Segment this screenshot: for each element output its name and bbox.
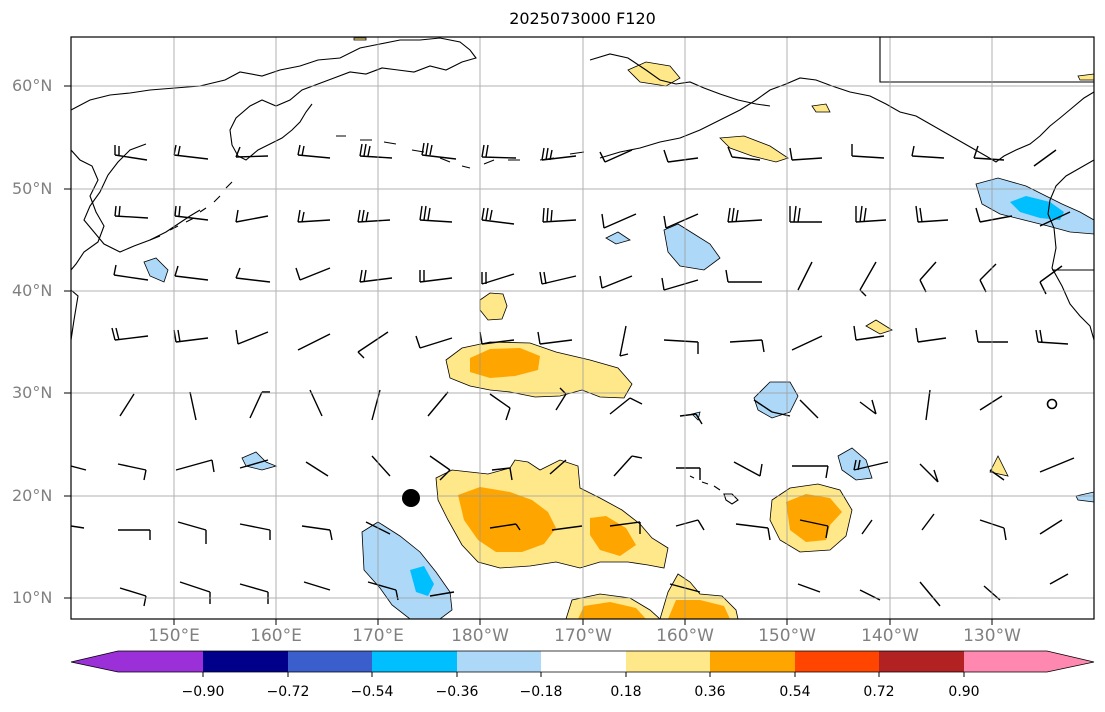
colorbar-tick-label: −0.18 [519,684,563,700]
lon-label-150w: 150°W [758,626,816,646]
negative-anomaly-region [605,231,631,245]
positive-anomaly-core [458,487,556,552]
positive-anomaly-core [590,516,636,556]
colorbar-segment [879,651,964,672]
colorbar [70,650,1095,677]
colorbar-segment [626,651,710,672]
positive-anomaly-small [353,37,367,41]
colorbar-tick-label: −0.90 [181,684,225,700]
wind-barbs [71,142,1075,607]
contour-fills [143,37,1094,619]
lat-label-40n: 40°N [12,281,53,300]
positive-anomaly-core [668,600,730,619]
negative-anomaly-region [361,521,453,619]
lon-label-130w: 130°W [963,626,1021,646]
colorbar-segment [964,651,1047,672]
positive-anomaly-small [479,292,508,321]
positive-anomaly-small [811,103,831,113]
graticule [71,37,1094,619]
colorbar-segment [118,651,203,672]
colorbar-tick-label: 0.72 [863,684,895,700]
lon-label-150e: 150°E [148,626,200,646]
colorbar-tick-label: −0.72 [266,684,310,700]
lat-label-50n: 50°N [12,179,53,198]
colorbar-extend-high [1047,651,1094,672]
colorbar-segment [710,651,795,672]
positive-anomaly-core [578,602,646,619]
storm-marker-open [1046,398,1058,410]
colorbar-segment [372,651,457,672]
colorbar-segment [541,651,626,672]
storm-marker-filled [402,489,420,507]
lon-label-170w: 170°W [554,626,612,646]
map-title: 2025073000 F120 [509,9,656,28]
lon-label-160e: 160°E [250,626,302,646]
lat-label-30n: 30°N [12,383,53,402]
colorbar-tick-label: 0.54 [779,684,811,700]
colorbar-segment [795,651,879,672]
negative-anomaly-region [143,257,169,283]
colorbar-outline [70,650,1095,673]
colorbar-tick-label: −0.36 [435,684,479,700]
lat-label-20n: 20°N [12,486,53,505]
colorbar-tick-label: 0.90 [948,684,980,700]
lon-label-160w: 160°W [656,626,714,646]
lon-label-170e: 170°E [352,626,404,646]
colorbar-tick-label: 0.18 [610,684,642,700]
colorbar-segment [457,651,541,672]
negative-anomaly-core [410,566,434,596]
negative-anomaly-region [663,223,721,271]
lat-label-10n: 10°N [12,588,53,607]
coastlines [71,37,1094,505]
colorbar-segment [203,651,288,672]
colorbar-segment [288,651,372,672]
colorbar-extend-low [71,651,118,672]
positive-anomaly-small [627,61,681,87]
positive-anomaly-small [865,319,893,335]
positive-anomaly-small [989,455,1009,477]
positive-anomaly-small [719,135,789,163]
lat-label-60n: 60°N [12,76,53,95]
negative-anomaly-region [1075,491,1094,503]
colorbar-tick-label: 0.36 [694,684,726,700]
positive-anomaly-small [1077,73,1094,81]
negative-anomaly-region [241,451,278,471]
positive-anomaly-core [470,348,540,378]
axis-ticks [64,85,993,625]
lon-label-140w: 140°W [861,626,919,646]
colorbar-tick-label: −0.54 [350,684,394,700]
lon-label-180w: 180°W [451,626,509,646]
negative-anomaly-core [1010,196,1064,220]
